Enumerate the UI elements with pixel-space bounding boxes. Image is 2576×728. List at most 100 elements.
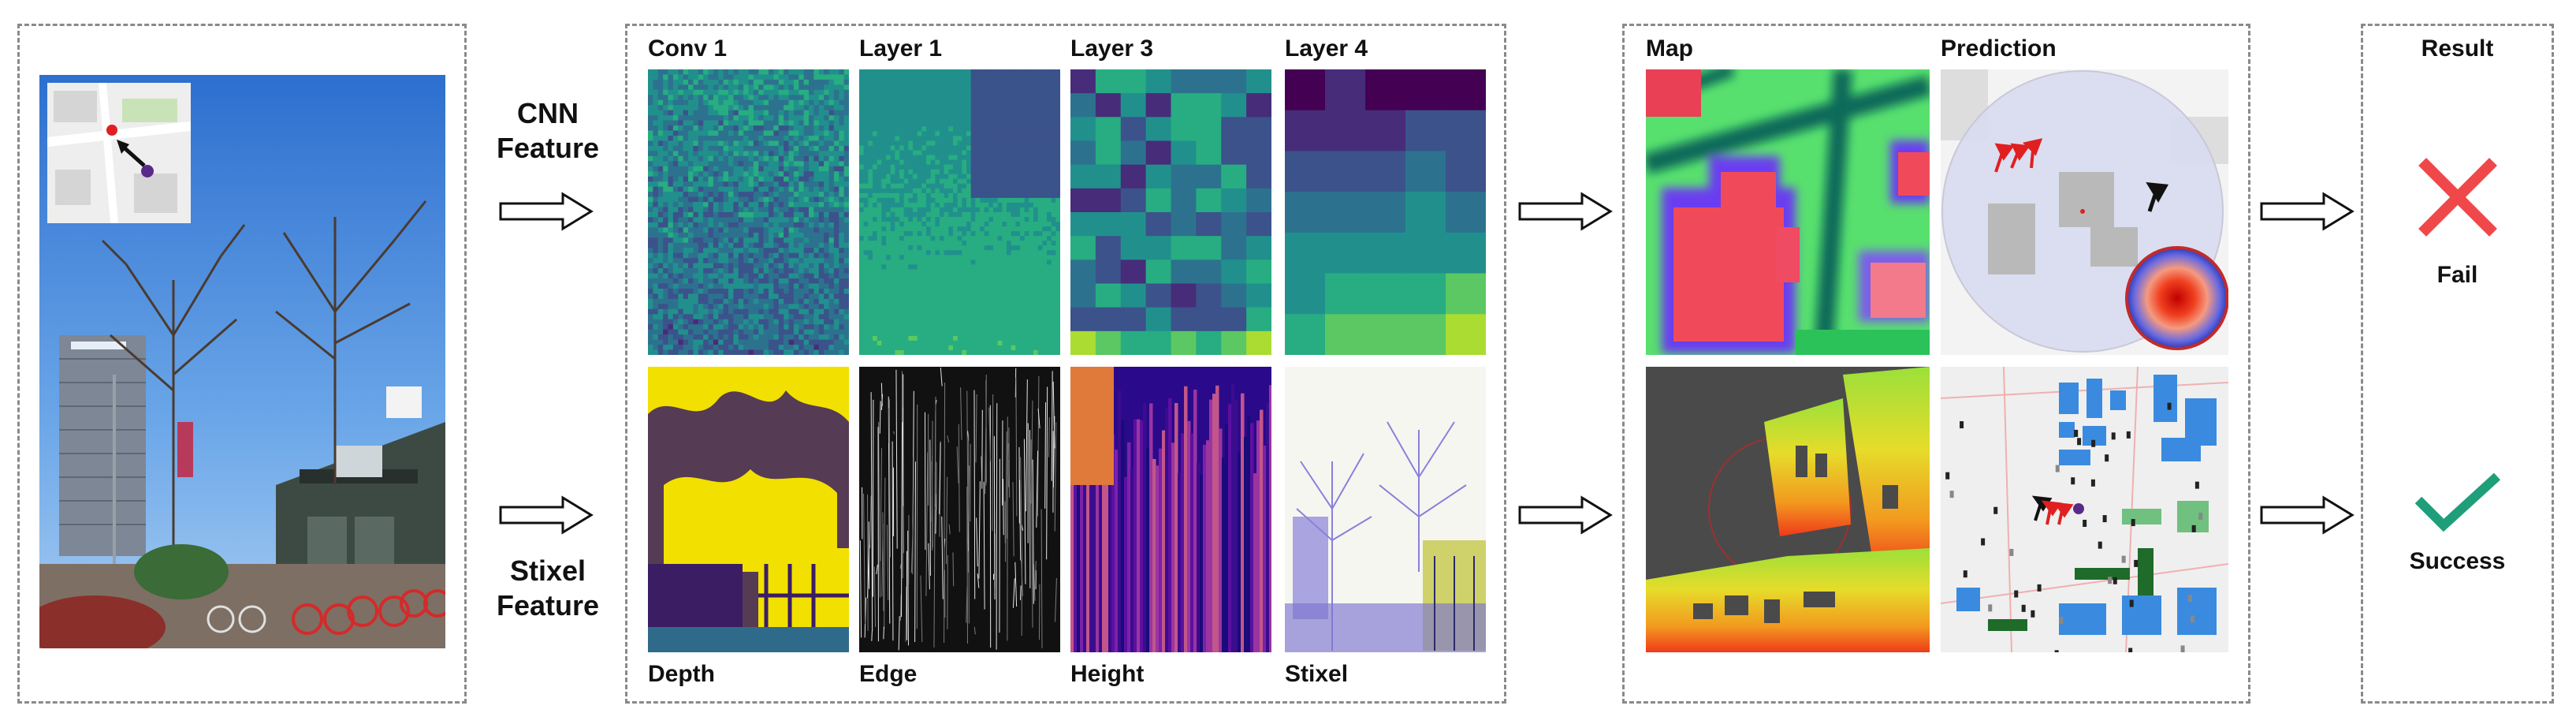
feature-cell [921,202,927,208]
feature-cell [1055,278,1060,284]
feature-cell [899,207,905,213]
feature-cell [935,117,940,122]
feature-cell [672,283,679,289]
feature-cell [940,136,945,141]
feature-cell [953,297,959,304]
feature-cell [993,155,999,161]
feature-cell [843,278,849,284]
feature-cell [728,324,734,330]
feature-cell [1002,84,1007,89]
feature-cell [953,259,959,265]
feature-cell [784,120,789,126]
feature-cell [1015,349,1021,355]
feature-cell [809,84,814,91]
feature-cell [895,217,900,222]
feature-cell [890,297,895,304]
feature-cell [708,232,714,238]
feature-cell [748,79,754,85]
feature-cell [653,308,659,315]
feature-cell [843,89,849,95]
feature-cell [843,110,849,116]
feature-cell [940,178,945,185]
feature-cell [980,84,985,89]
feature-cell [1015,302,1021,308]
feature-cell [1120,117,1147,141]
feature-cell [944,107,949,113]
feature-cell [913,226,918,232]
feature-cell [683,258,689,264]
feature-cell [769,125,774,132]
feature-cell [975,140,981,147]
feature-cell [859,169,865,175]
feature-cell [648,171,653,177]
feature-cell [813,278,820,284]
feature-cell [940,112,945,118]
feature-cell [899,236,905,241]
feature-cell [713,186,719,192]
feature-cell [828,166,835,172]
feature-cell [1047,226,1052,232]
feature-cell [1047,112,1052,118]
feature-cell [975,231,981,237]
feature-cell [743,186,749,192]
feature-cell [881,164,887,170]
feature-cell [873,269,878,274]
feature-cell [784,95,789,101]
feature-cell [903,349,909,355]
feature-cell [1015,164,1021,170]
feature-cell [718,130,724,136]
feature-cell [733,298,739,304]
feature-cell [793,232,799,238]
feature-cell [908,321,914,327]
feature-cell [683,248,689,254]
feature-cell [975,74,981,80]
feature-cell [953,288,959,294]
feature-cell [657,115,664,121]
feature-cell [683,252,689,259]
feature-cell [886,255,892,260]
feature-cell [930,293,936,299]
feature-cell [793,84,799,91]
feature-cell [703,110,709,116]
feature-cell [698,84,704,91]
feature-cell [833,151,839,157]
feature-cell [962,255,967,260]
feature-cell [953,178,959,185]
feature-cell [1002,259,1007,265]
feature-cell [839,130,845,136]
feature-cell [718,125,724,132]
cnn-feature-label: CNN Feature [477,96,619,166]
feature-cell [1002,274,1007,279]
feature-cell [926,269,932,274]
feature-cell [809,176,814,182]
feature-cell [944,321,949,327]
feature-cell [944,231,949,237]
feature-cell [824,283,829,289]
feature-cell [1051,169,1056,175]
feature-cell [863,274,869,279]
feature-cell [748,74,754,80]
feature-cell [723,125,729,132]
feature-cell [672,314,679,320]
feature-cell [926,169,932,175]
feature-cell [1047,188,1052,194]
feature-cell [895,226,900,232]
feature-cell [863,259,869,265]
feature-cell [1020,321,1026,327]
feature-cell [859,207,865,213]
feature-cell [980,236,985,241]
feature-cell [718,334,724,341]
feature-cell [877,74,882,80]
feature-cell [763,95,769,101]
feature-cell [763,120,769,126]
feature-cell [890,278,895,284]
feature-cell [935,245,940,251]
feature-cell [833,222,839,228]
feature-cell [803,227,810,233]
feature-cell [773,136,780,141]
feature-cell [877,136,882,141]
feature-cell [940,212,945,218]
feature-cell [803,349,810,355]
feature-cell [948,259,954,265]
feature-cell [984,283,989,289]
